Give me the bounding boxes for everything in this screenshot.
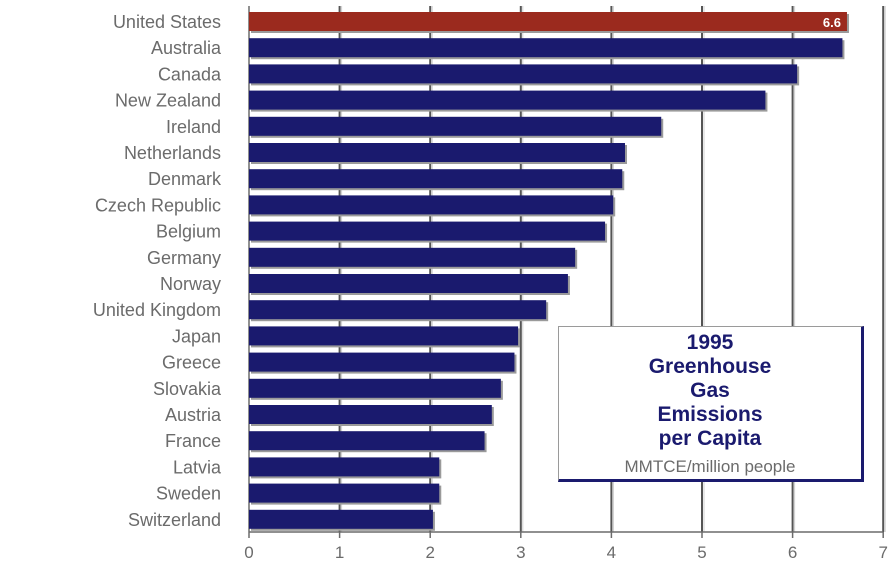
category-label: Slovakia [153, 379, 222, 399]
category-label: United Kingdom [93, 300, 221, 320]
category-label: Latvia [173, 457, 222, 477]
category-label: Belgium [156, 222, 221, 242]
bar [249, 12, 847, 31]
x-tick-label: 2 [425, 543, 434, 562]
x-tick-label: 4 [607, 543, 616, 562]
bar [249, 378, 501, 398]
category-label: Australia [151, 38, 222, 58]
bar [249, 405, 492, 424]
bar [249, 116, 662, 136]
category-label: Germany [147, 248, 221, 268]
bar [249, 483, 440, 503]
bar [249, 64, 798, 84]
x-tick-label: 5 [697, 543, 706, 562]
category-label: Sweden [156, 484, 221, 504]
category-label: Switzerland [128, 510, 221, 530]
bar [249, 509, 433, 529]
bar [249, 195, 614, 215]
bar [249, 247, 576, 267]
chart-title: 1995 Greenhouse Gas Emissions per Capita [648, 331, 772, 450]
category-label: New Zealand [115, 91, 221, 111]
x-tick-label: 3 [516, 543, 525, 562]
bar [249, 274, 568, 293]
category-label: Greece [162, 353, 221, 373]
category-label: Japan [172, 326, 221, 346]
category-label: Norway [160, 274, 221, 294]
bar [249, 169, 623, 189]
category-label: Ireland [166, 117, 221, 137]
category-label: Austria [165, 405, 222, 425]
chart-subtitle: MMTCE/million people [624, 457, 796, 476]
category-label: Netherlands [124, 143, 221, 163]
x-tick-label: 6 [788, 543, 797, 562]
x-tick-label: 7 [878, 543, 887, 562]
bar [249, 457, 440, 477]
bar [249, 38, 843, 58]
category-label: Czech Republic [95, 195, 221, 215]
bar [249, 326, 519, 346]
data-label: 6.6 [823, 15, 841, 30]
x-tick-label: 1 [335, 543, 344, 562]
category-label: France [165, 431, 221, 451]
x-tick-label: 0 [244, 543, 253, 562]
bar [249, 221, 606, 241]
bar [249, 143, 625, 162]
category-label: Denmark [148, 169, 222, 189]
chart-title-box: 1995 Greenhouse Gas Emissions per Capita… [558, 326, 864, 482]
bar [249, 431, 485, 451]
category-label: Canada [158, 64, 222, 84]
bar [249, 300, 547, 320]
bar [249, 90, 766, 110]
category-label: United States [113, 12, 221, 32]
bar [249, 352, 515, 372]
